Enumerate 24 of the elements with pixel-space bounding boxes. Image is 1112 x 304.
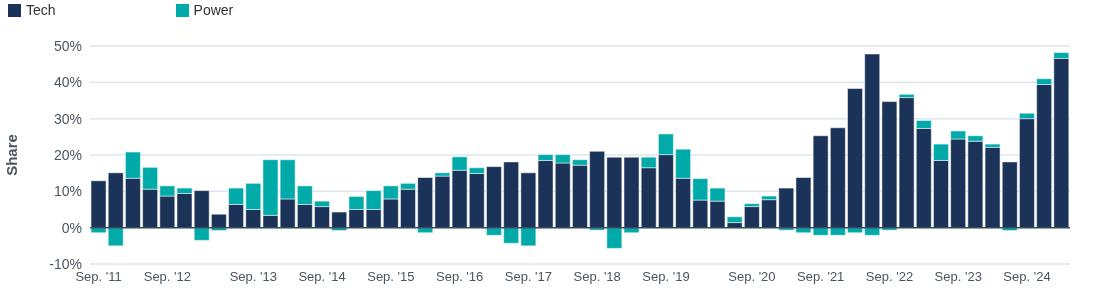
x-tick-label: Sep. '24 — [1003, 269, 1051, 285]
x-tick-label: Sep. '15 — [367, 269, 415, 285]
x-tick-label: Sep. '17 — [504, 269, 553, 285]
x-tick-label: Sep. '19 — [642, 269, 690, 285]
x-tick-label: Sep. '12 — [143, 269, 192, 285]
y-axis-title: Share — [3, 134, 21, 176]
x-tick-label: Sep. '20 — [728, 269, 776, 285]
x-tick-label: Sep. '11 — [75, 269, 122, 285]
y-tick-label: 50% — [53, 37, 82, 54]
legend-label: Tech — [26, 2, 56, 18]
x-tick-label: Sep. '13 — [229, 269, 277, 285]
y-tick-label: 40% — [53, 74, 82, 91]
y-tick-label: 20% — [53, 146, 82, 163]
x-tick-label: Sep. '22 — [865, 269, 914, 285]
y-tick-label: -10% — [49, 255, 82, 272]
x-tick-label: Sep. '14 — [298, 269, 346, 285]
legend-label: Power — [193, 2, 234, 18]
x-tick-label: Sep. '21 — [797, 269, 845, 285]
x-tick-label: Sep. '18 — [573, 269, 621, 285]
x-tick-label: Sep. '23 — [934, 269, 982, 285]
y-tick-label: 10% — [53, 183, 82, 200]
x-tick-label: Sep. '16 — [436, 269, 484, 285]
y-tick-label: 0% — [61, 219, 82, 236]
y-tick-label: 30% — [53, 110, 82, 127]
